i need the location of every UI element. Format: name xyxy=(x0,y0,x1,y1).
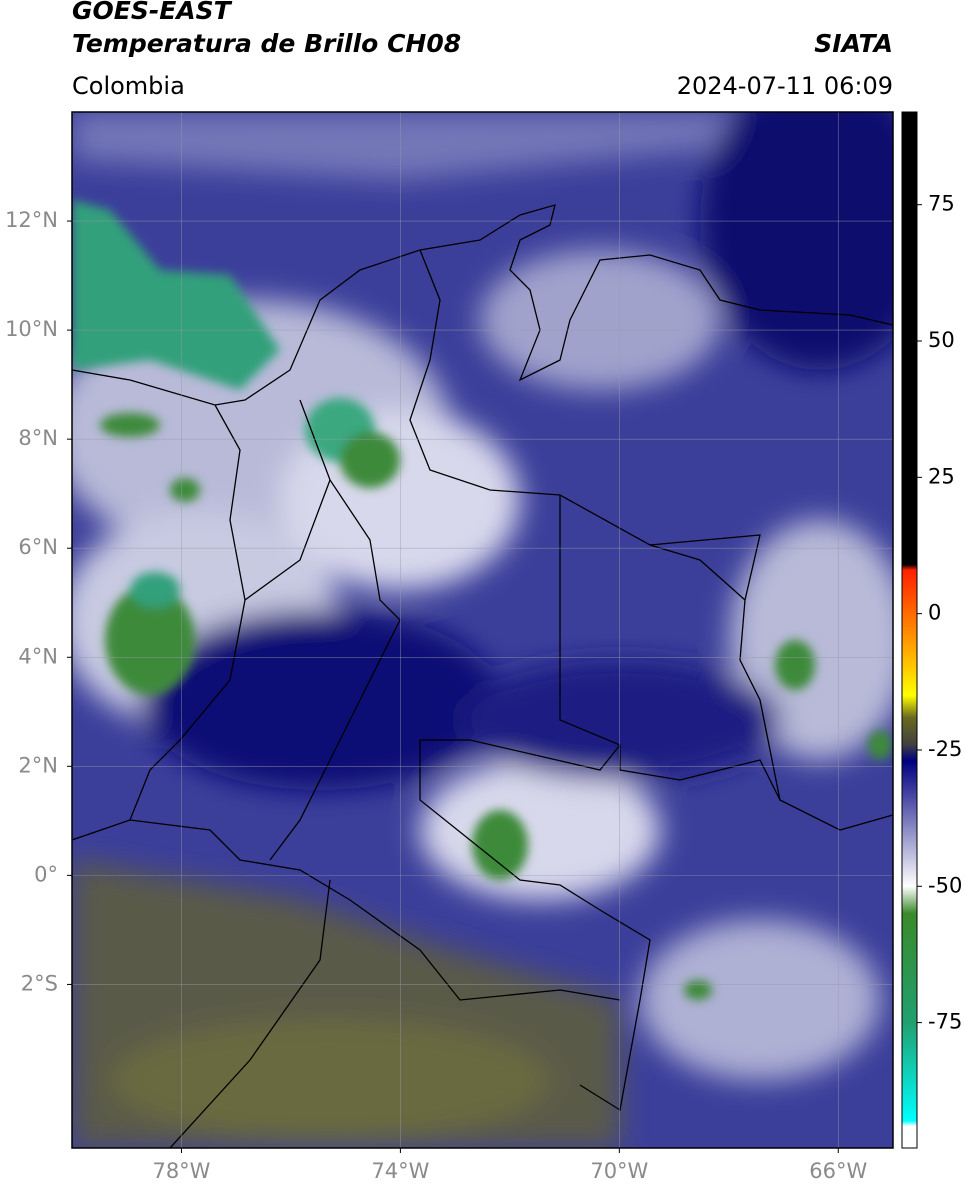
source: SIATA xyxy=(814,29,893,58)
borders xyxy=(72,204,893,1148)
y-tick-label: 0° xyxy=(34,862,58,886)
datetime: 2024-07-11 06:09 xyxy=(677,72,893,100)
colorbar-tick-label: -25 xyxy=(928,737,962,761)
x-tick-label: 66°W xyxy=(809,1159,867,1183)
colorbar-tick-label: 0 xyxy=(928,601,941,625)
colorbar-tick-label: 25 xyxy=(928,464,955,488)
y-tick-label: 6°N xyxy=(18,535,58,559)
y-tick-label: 2°N xyxy=(18,753,58,777)
colorbar xyxy=(901,111,918,1149)
y-tick-label: 12°N xyxy=(5,208,58,232)
colorbar-tick-label: 50 xyxy=(928,328,955,352)
y-tick-label: 10°N xyxy=(5,317,58,341)
subtitle: Temperatura de Brillo CH08 xyxy=(72,29,461,58)
map-frame xyxy=(71,111,894,1149)
region: Colombia xyxy=(72,72,185,100)
satellite-image xyxy=(72,112,893,1148)
grid xyxy=(72,112,893,1148)
y-tick-label: 8°N xyxy=(18,426,58,450)
colorbar-tick-label: -75 xyxy=(928,1010,962,1034)
y-tick-label: 4°N xyxy=(18,644,58,668)
x-tick-label: 70°W xyxy=(590,1159,648,1183)
title: GOES-EAST xyxy=(72,0,233,25)
colorbar-tick-label: -50 xyxy=(928,873,962,897)
colorbar-tick-label: 75 xyxy=(928,192,955,216)
y-tick-label: 2°S xyxy=(21,971,58,995)
x-tick-label: 78°W xyxy=(152,1159,210,1183)
x-tick-label: 74°W xyxy=(371,1159,429,1183)
